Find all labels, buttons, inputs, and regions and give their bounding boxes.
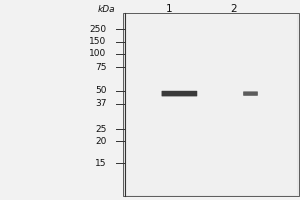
Text: 20: 20 bbox=[95, 136, 106, 146]
Text: 100: 100 bbox=[89, 49, 106, 58]
Text: 2: 2 bbox=[231, 4, 237, 14]
Bar bbox=[123, 13, 298, 196]
Text: 150: 150 bbox=[89, 38, 106, 46]
Text: 250: 250 bbox=[89, 24, 106, 33]
FancyBboxPatch shape bbox=[161, 91, 197, 96]
FancyBboxPatch shape bbox=[243, 91, 258, 96]
Text: 50: 50 bbox=[95, 86, 106, 95]
Text: 37: 37 bbox=[95, 99, 106, 108]
Text: 1: 1 bbox=[166, 4, 173, 14]
Bar bbox=[124, 14, 297, 195]
Text: 75: 75 bbox=[95, 62, 106, 72]
Text: kDa: kDa bbox=[98, 4, 115, 14]
Text: 25: 25 bbox=[95, 124, 106, 134]
Text: 15: 15 bbox=[95, 158, 106, 168]
